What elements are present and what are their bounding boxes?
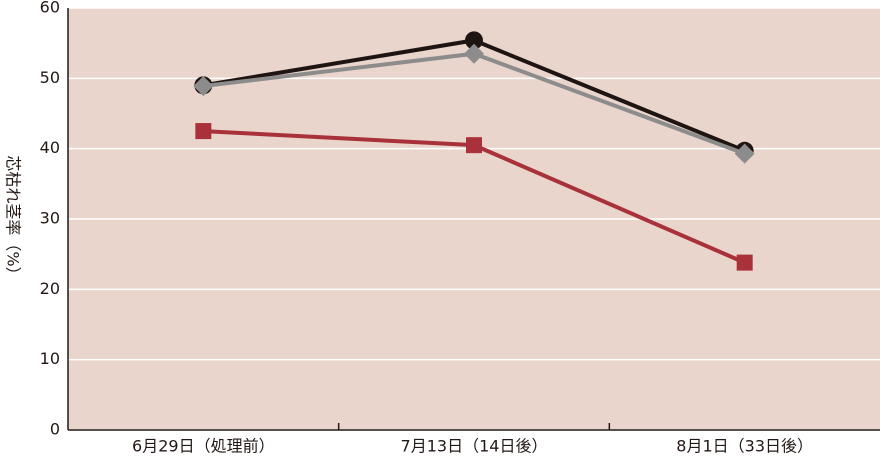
x-tick-label: 8月1日（33日後）: [676, 437, 813, 456]
y-axis-label: 芯枯れ茎率（%）: [4, 155, 23, 282]
marker: [465, 31, 483, 50]
y-tick-label: 20: [40, 279, 60, 298]
marker: [193, 76, 214, 97]
marker: [466, 137, 482, 154]
x-tick-label: 7月13日（14日後）: [401, 437, 548, 456]
y-tick-label: 40: [40, 138, 60, 157]
series: [195, 123, 753, 271]
series: [193, 43, 755, 164]
y-tick-label: 60: [40, 0, 60, 17]
y-tick-label: 10: [40, 349, 60, 368]
x-tick-label: 6月29日（処理前）: [132, 437, 275, 456]
marker: [195, 123, 212, 140]
y-tick-label: 0: [50, 420, 60, 439]
y-tick-label: 30: [40, 209, 60, 228]
marker: [736, 254, 753, 271]
y-tick-label: 50: [40, 68, 60, 87]
marker: [464, 43, 484, 64]
marker: [734, 143, 755, 164]
